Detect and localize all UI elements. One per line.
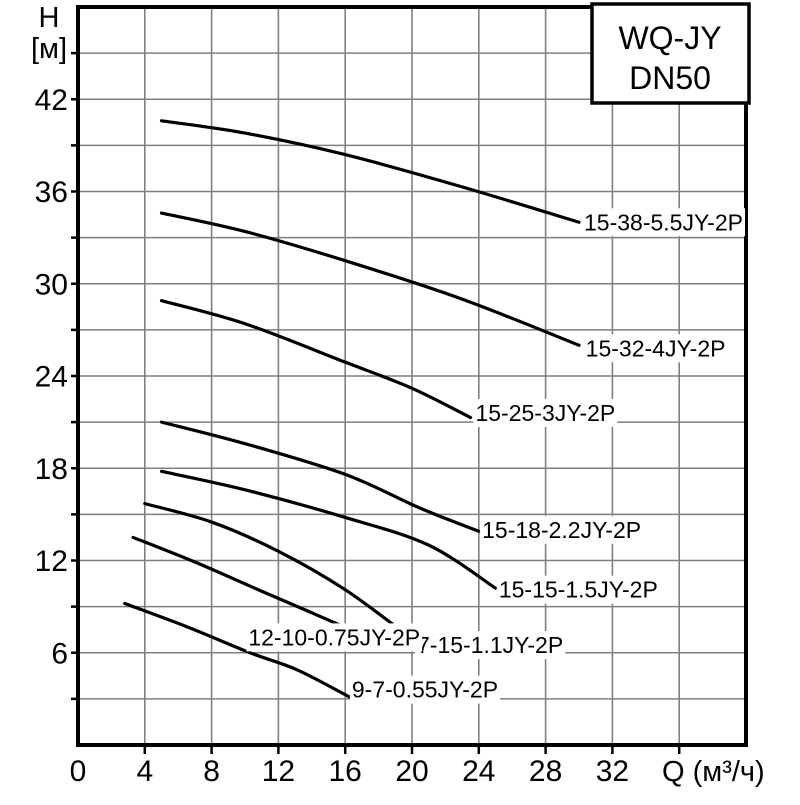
pump-curve	[159, 299, 473, 420]
pump-curve	[159, 211, 581, 347]
pump-curve	[123, 601, 352, 699]
x-tick-label: 28	[529, 755, 562, 788]
y-tick-label: 30	[35, 268, 68, 301]
curve-label: 7-15-1.1JY-2P	[417, 632, 563, 658]
legend-box-frame	[590, 2, 751, 105]
legend-model-dn: DN50	[629, 60, 711, 96]
curve-label-backing	[349, 675, 501, 704]
x-tick-label: 0	[70, 755, 87, 788]
curve-label: 15-38-5.5JY-2P	[584, 209, 743, 235]
curve-label-backing	[480, 515, 644, 544]
y-tick-label: 18	[35, 453, 68, 486]
tick-label-layer: 0 4 8 12 16 20 24 28 32 42 36 30 24 18 12 6	[35, 84, 629, 788]
curve-label: 15-18-2.2JY-2P	[482, 517, 641, 543]
curve-label-backing	[496, 575, 660, 604]
curve-label-layer: 15-38-5.5JY-2P 15-32-4JY-2P 15-25-3JY-2P 15…	[246, 208, 745, 704]
y-tick-label: 42	[35, 84, 68, 117]
curve-label-backing	[415, 631, 566, 660]
y-tick-label: 12	[35, 545, 68, 578]
pump-curve	[159, 119, 581, 224]
curve-label-backing	[246, 623, 423, 652]
y-axis-title-line1: H	[39, 2, 60, 34]
curve-layer	[123, 119, 581, 699]
x-tick-label: 16	[329, 755, 362, 788]
pump-curve	[131, 535, 349, 630]
curve-label: 15-32-4JY-2P	[586, 335, 726, 361]
x-tick-label: 20	[395, 755, 428, 788]
legend-model-series: WQ-JY	[618, 20, 721, 56]
y-tick-label: 24	[35, 361, 68, 394]
pump-curve	[159, 420, 481, 533]
y-tick-label: 36	[35, 176, 68, 209]
curve-label: 12-10-0.75JY-2P	[248, 624, 420, 650]
curve-label: 15-25-3JY-2P	[475, 400, 615, 426]
pump-curve	[159, 469, 498, 590]
y-tick-label: 6	[51, 637, 68, 670]
tick-layer	[71, 51, 681, 754]
x-axis-title: Q (м³/ч)	[662, 756, 765, 788]
x-tick-label: 12	[262, 755, 295, 788]
legend-box: WQ-JY DN50	[590, 2, 751, 105]
curve-label-backing	[583, 334, 728, 363]
curve-label: 15-15-1.5JY-2P	[499, 577, 658, 603]
x-tick-label: 4	[136, 755, 153, 788]
y-axis-title-line2: [м]	[31, 33, 67, 65]
x-tick-label: 24	[462, 755, 495, 788]
pump-curve	[143, 502, 414, 641]
curve-label: 9-7-0.55JY-2P	[352, 677, 498, 703]
x-tick-label: 8	[203, 755, 220, 788]
curve-label-backing	[473, 398, 618, 427]
curve-label-backing	[582, 208, 745, 237]
x-tick-label: 32	[596, 755, 629, 788]
